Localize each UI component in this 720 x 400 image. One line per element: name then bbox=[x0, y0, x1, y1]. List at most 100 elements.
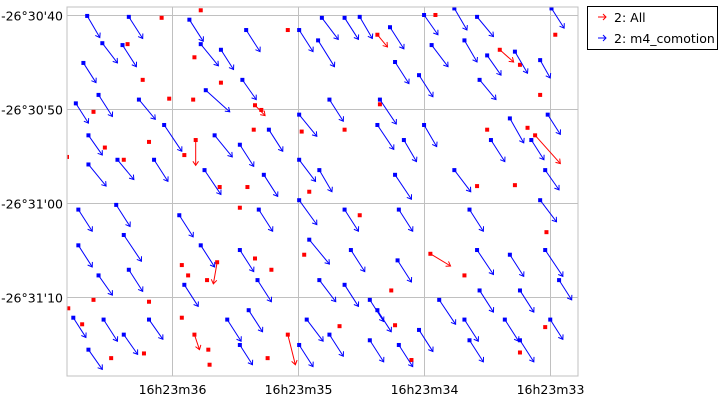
arrowhead bbox=[496, 70, 502, 76]
y-tick-label: -26°30'40 bbox=[1, 9, 63, 24]
vector-line bbox=[214, 135, 233, 158]
vector-line bbox=[469, 340, 484, 363]
arrowhead bbox=[324, 259, 331, 265]
vector-line bbox=[534, 134, 561, 164]
motion-vector bbox=[517, 288, 535, 313]
vector-line bbox=[490, 139, 506, 162]
motion-vector bbox=[327, 97, 344, 122]
arrowhead bbox=[132, 349, 139, 356]
vector-line bbox=[117, 159, 135, 180]
motion-vector bbox=[437, 297, 457, 326]
vector-line bbox=[212, 262, 218, 284]
data-point bbox=[191, 97, 196, 102]
arrowhead bbox=[136, 256, 142, 263]
series-1 bbox=[71, 7, 573, 371]
vector-line bbox=[239, 144, 255, 167]
vector-line bbox=[298, 199, 318, 225]
motion-vector bbox=[115, 157, 135, 181]
arrowhead bbox=[333, 34, 339, 41]
motion-vector bbox=[96, 273, 113, 296]
data-point bbox=[140, 77, 145, 82]
data-point bbox=[217, 185, 222, 190]
arrowhead bbox=[107, 290, 113, 296]
arrowhead bbox=[555, 129, 561, 136]
data-point bbox=[307, 189, 312, 194]
legend-label: 2: All bbox=[614, 10, 646, 25]
arrowhead bbox=[399, 43, 405, 50]
arrowhead bbox=[260, 110, 266, 117]
motion-vector bbox=[96, 92, 114, 118]
vector-line bbox=[77, 209, 93, 232]
data-point bbox=[102, 145, 107, 150]
data-point bbox=[179, 263, 184, 268]
motion-vector bbox=[342, 15, 360, 41]
arrowhead bbox=[310, 176, 317, 183]
vector-line bbox=[539, 199, 557, 223]
data-point bbox=[265, 356, 270, 361]
vector-origin-marker bbox=[81, 60, 86, 65]
arrowhead bbox=[406, 194, 412, 200]
motion-vector bbox=[429, 43, 449, 68]
motion-vector bbox=[246, 308, 264, 333]
arrowhead bbox=[87, 261, 93, 268]
motion-vector bbox=[297, 28, 314, 53]
vector-line bbox=[453, 8, 468, 31]
arrowhead bbox=[192, 161, 199, 167]
arrowhead bbox=[386, 326, 392, 333]
motion-vector bbox=[240, 77, 257, 101]
motion-vector bbox=[529, 138, 545, 161]
arrowhead bbox=[488, 31, 495, 38]
arrowhead bbox=[431, 141, 438, 148]
x-tick-label: 16h23m33 bbox=[517, 382, 585, 397]
arrowhead bbox=[248, 161, 255, 168]
motion-vector bbox=[557, 278, 573, 301]
motion-vector bbox=[147, 317, 164, 341]
vector-line bbox=[519, 290, 535, 313]
arrowhead bbox=[551, 216, 558, 223]
arrowhead bbox=[488, 307, 495, 313]
motion-vector bbox=[218, 47, 235, 71]
vector-line bbox=[226, 319, 242, 342]
axis-ticks: 16h23m36 16h23m35 16h23m34 16h23m33 -26°30'4… bbox=[1, 9, 584, 398]
motion-vector bbox=[73, 101, 90, 124]
vector-line bbox=[298, 344, 314, 367]
motion-vector bbox=[497, 47, 515, 63]
arrowhead bbox=[353, 34, 360, 41]
motion-vector bbox=[297, 198, 318, 226]
legend-item-1[interactable]: 2: m4_comotion bbox=[598, 31, 715, 46]
data-point bbox=[67, 154, 69, 159]
vector-line bbox=[88, 349, 103, 370]
motion-vector bbox=[512, 49, 529, 75]
motion-vector bbox=[377, 97, 397, 125]
motion-vector bbox=[297, 157, 317, 183]
arrowhead bbox=[209, 261, 216, 268]
motion-vector bbox=[316, 38, 336, 68]
data-point bbox=[80, 322, 85, 327]
vector-line bbox=[193, 334, 200, 350]
arrowhead bbox=[248, 266, 255, 273]
arrowhead bbox=[195, 344, 202, 351]
arrowhead bbox=[338, 351, 344, 358]
arrowhead bbox=[272, 191, 279, 198]
motion-vector bbox=[507, 116, 525, 144]
legend-item-0[interactable]: 2: All bbox=[598, 10, 646, 25]
vector-line bbox=[128, 16, 144, 39]
data-point bbox=[259, 107, 264, 112]
plot-marks bbox=[67, 7, 573, 371]
data-point bbox=[91, 109, 96, 114]
arrowhead bbox=[411, 156, 418, 163]
vector-line bbox=[530, 139, 545, 161]
arrowhead bbox=[198, 36, 204, 43]
vector-line bbox=[138, 99, 156, 120]
vector-line bbox=[298, 114, 318, 137]
data-point bbox=[182, 153, 187, 158]
motion-vector bbox=[467, 207, 485, 232]
data-point bbox=[342, 127, 347, 132]
vector-line bbox=[464, 319, 479, 342]
arrowhead bbox=[257, 326, 264, 333]
legend[interactable]: 2: All 2: m4_comotion bbox=[587, 6, 718, 50]
motion-vector bbox=[304, 317, 324, 342]
motion-vector bbox=[475, 248, 495, 276]
arrowhead bbox=[251, 94, 257, 101]
